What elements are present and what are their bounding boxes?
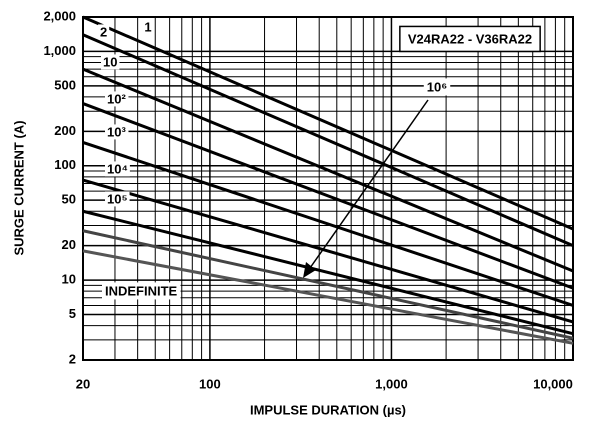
y-tick-label: 1,000 [43, 43, 76, 58]
y-tick-label: 5 [69, 306, 76, 321]
arrow-head [303, 262, 316, 278]
box-frame [399, 25, 541, 53]
x-tick-label: 1,000 [375, 376, 408, 391]
series-line [82, 102, 574, 290]
series-line [82, 209, 574, 336]
label-bg [102, 282, 181, 300]
arrow-label: 10⁶ [427, 79, 447, 94]
y-tick-label: 2 [69, 351, 76, 366]
label-bg [142, 19, 154, 35]
label-bg [105, 91, 129, 107]
series-line [82, 15, 574, 231]
series-line [82, 229, 574, 340]
y-axis-title: SURGE CURRENT (A) [11, 120, 26, 255]
label-bg [98, 24, 110, 40]
series-line [82, 33, 574, 248]
y-tick-label: 200 [54, 123, 76, 138]
x-tick-label: 20 [76, 376, 90, 391]
label-bg [423, 78, 451, 96]
y-tick-label: 50 [62, 192, 76, 207]
x-axis-title: IMPULSE DURATION (µs) [250, 402, 406, 417]
y-tick-label: 20 [62, 237, 76, 252]
series-label: 10⁵ [107, 191, 128, 206]
series-label: 1 [144, 19, 151, 34]
box-label: V24RA22 - V36RA22 [408, 31, 532, 46]
series-line [82, 67, 574, 273]
series-label: 10⁴ [107, 161, 128, 176]
plot-frame [82, 16, 574, 361]
y-tick-label: 10 [62, 272, 76, 287]
series-label: 2 [100, 24, 107, 39]
x-tick-label: 10,000 [533, 376, 573, 391]
series-line [82, 178, 574, 324]
series-label: 10 [103, 54, 117, 69]
series-label: 10² [107, 91, 126, 106]
y-tick-label: 500 [54, 77, 76, 92]
x-tick-label: 100 [199, 376, 221, 391]
label-bg [105, 161, 130, 177]
y-tick-label: 100 [54, 157, 76, 172]
series-line [82, 140, 574, 307]
label-bg [105, 191, 130, 207]
arrow [309, 99, 429, 269]
y-tick-label: 2,000 [43, 8, 76, 23]
series-line [82, 249, 574, 345]
series-label: 10³ [107, 124, 126, 139]
series-label: INDEFINITE [105, 283, 178, 298]
label-bg [101, 54, 120, 70]
label-bg [105, 124, 129, 140]
